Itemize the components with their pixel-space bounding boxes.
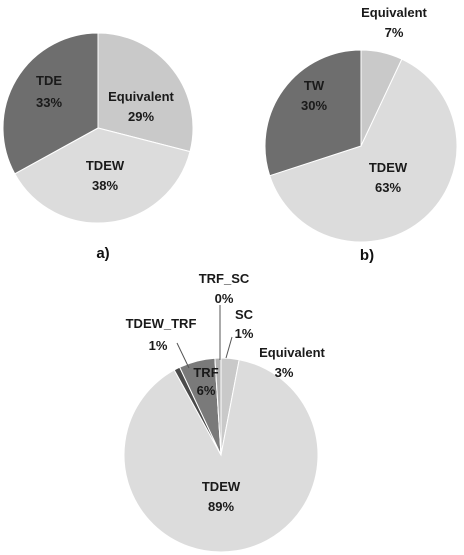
caption-a: a) [96,245,109,262]
label-a-tdew-name: TDEW [86,158,125,173]
pie-a-slice-equivalent [97,32,194,153]
label-c-tdew-value: 89% [208,499,234,514]
label-a-equivalent-name: Equivalent [108,89,174,104]
leader-line-tdew-trf [176,342,190,369]
label-b-equivalent-name: Equivalent [361,5,427,20]
label-a-tde-value: 33% [36,95,62,110]
pie-a-slice-tde [2,32,99,175]
caption-b: b) [360,247,374,264]
leader-line-sc [225,336,233,359]
label-b-tdew-name: TDEW [369,160,408,175]
label-c-trf-value: 6% [197,383,216,398]
label-a-tde-name: TDE [36,73,62,88]
label-c-sc-value: 1% [235,326,254,341]
pie-a-slice-tdew [14,127,191,224]
pie-chart-b [264,49,458,243]
label-c-sc-name: SC [235,307,254,322]
pie-c-slice-tdew [123,359,319,553]
label-c-trf-sc-name: TRF_SC [199,271,250,286]
label-c-tdew-name: TDEW [202,479,241,494]
label-c-trf-sc-value: 0% [215,291,234,306]
label-b-tw-value: 30% [301,98,327,113]
label-c-tdew-trf-name: TDEW_TRF [126,316,197,331]
pie-chart-c [123,357,319,553]
label-c-trf-name: TRF [193,365,218,380]
label-b-tdew-value: 63% [375,180,401,195]
label-b-equivalent-value: 7% [385,25,404,40]
label-a-tdew-value: 38% [92,178,118,193]
pie-c-slice-sc [214,357,222,456]
label-b-tw-name: TW [304,78,325,93]
pie-chart-a [2,32,194,224]
label-c-tdew-trf-value: 1% [149,338,168,353]
pie-b-slice-tdew [269,58,458,243]
pie-b-slice-tw [264,49,362,177]
label-c-equivalent-name: Equivalent [259,345,325,360]
label-a-equivalent-value: 29% [128,109,154,124]
label-c-equivalent-value: 3% [275,365,294,380]
